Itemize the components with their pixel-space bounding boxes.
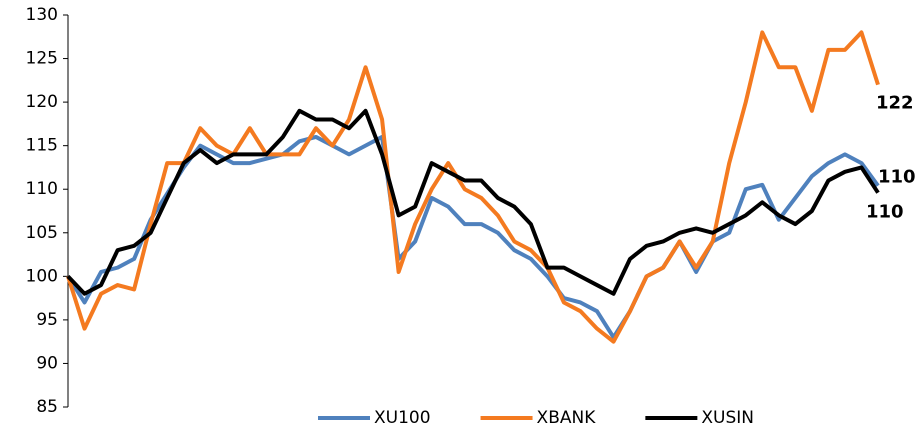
y-tick-label: 90 [36, 353, 58, 373]
end-label: 110 [878, 167, 916, 188]
y-tick-label: 95 [36, 310, 58, 330]
end-label: 110 [866, 202, 904, 223]
y-tick-label: 105 [26, 223, 58, 243]
legend-label: XUSIN [701, 408, 754, 428]
y-tick-label: 100 [26, 266, 58, 286]
y-tick-label: 120 [26, 92, 58, 112]
y-tick-label: 130 [26, 5, 58, 25]
y-tick-label: 110 [26, 179, 58, 199]
series-line [66, 30, 880, 344]
series-line [66, 134, 880, 340]
end-label: 122 [876, 93, 914, 114]
legend-label: XBANK [537, 408, 597, 428]
y-tick-label: 85 [36, 397, 58, 417]
y-tick-label: 115 [26, 136, 58, 156]
y-tick-label: 125 [26, 49, 58, 69]
series-line [66, 108, 880, 296]
legend-label: XU100 [374, 408, 431, 428]
